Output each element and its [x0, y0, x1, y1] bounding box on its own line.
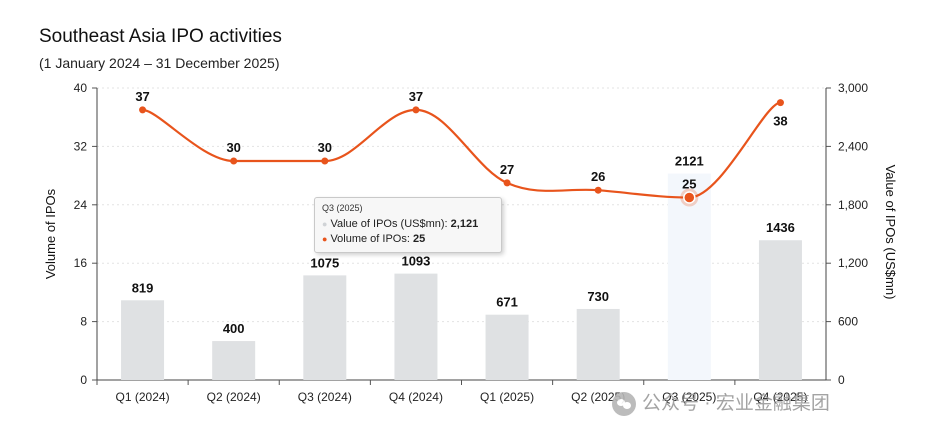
line-point [594, 186, 602, 194]
x-tick-label: Q3 (2024) [298, 390, 352, 404]
line-value-label: 27 [500, 162, 514, 177]
line-point [139, 106, 147, 114]
left-axis-title: Volume of IPOs [43, 188, 58, 279]
left-tick-label: 24 [74, 198, 88, 212]
bar [576, 308, 620, 380]
bar [303, 275, 347, 380]
bar-value-label: 671 [496, 295, 518, 310]
line-value-label: 37 [135, 89, 149, 104]
bar [394, 273, 438, 380]
left-tick-label: 32 [74, 139, 88, 153]
bar-value-label: 2121 [675, 154, 704, 169]
bar-value-label: 1436 [766, 220, 795, 235]
tooltip-volume: 25 [412, 233, 426, 245]
bar [758, 240, 802, 380]
line-point [230, 157, 238, 165]
x-tick-label: Q2 (2025) [571, 390, 625, 404]
line-point [776, 99, 784, 107]
left-tick-label: 8 [80, 315, 87, 329]
line-value-label: 30 [226, 140, 240, 155]
volume-series-dot-icon: ● [322, 234, 328, 244]
bar-value-label: 400 [223, 321, 245, 336]
bar [121, 300, 165, 380]
right-tick-label: 1,800 [838, 198, 868, 212]
tooltip-volume-row: ● Volume of IPOs: 25 [322, 233, 425, 245]
left-tick-label: 16 [74, 256, 88, 270]
line-point [503, 179, 511, 187]
bar-value-label: 1075 [310, 255, 339, 270]
chart-title: Southeast Asia IPO activities [39, 26, 282, 47]
watermark-text: 公众号 · 宏业金融集团 [642, 393, 830, 414]
tooltip-header: Q3 (2025) [322, 203, 363, 213]
left-tick-label: 0 [80, 373, 87, 387]
chart-tooltip: Q3 (2025) ● Value of IPOs (US$mn): 2,121 … [314, 197, 502, 253]
x-tick-label: Q1 (2025) [480, 390, 534, 404]
value-series-dot-icon: ● [322, 219, 328, 229]
line-point [412, 106, 420, 114]
bar [667, 173, 711, 380]
line-value-label: 37 [409, 89, 423, 104]
right-tick-label: 1,200 [838, 256, 868, 270]
x-tick-label: Q2 (2024) [207, 390, 261, 404]
watermark: 公众号 · 宏业金融集团 [612, 388, 830, 416]
bar [212, 341, 256, 380]
x-tick-label: Q4 (2025) [753, 390, 807, 404]
line-point [683, 191, 696, 204]
bar-value-label: 819 [132, 280, 154, 295]
x-tick-label: Q1 (2024) [116, 390, 170, 404]
right-tick-label: 3,000 [838, 81, 868, 95]
right-tick-label: 2,400 [838, 139, 868, 153]
line-value-label: 26 [591, 169, 605, 184]
bar-value-label: 1093 [401, 254, 430, 269]
tooltip-value: 2,121 [450, 218, 479, 230]
line-value-label: 38 [773, 114, 787, 129]
right-tick-label: 0 [838, 373, 845, 387]
line-value-label: 25 [682, 177, 696, 192]
left-tick-label: 40 [74, 81, 88, 95]
bar-value-label: 730 [587, 289, 609, 304]
right-tick-label: 600 [838, 315, 858, 329]
line-value-label: 30 [318, 140, 332, 155]
wechat-icon [612, 391, 636, 416]
tooltip-volume-label: Volume of IPOs: [330, 233, 413, 245]
x-tick-label: Q4 (2024) [389, 390, 443, 404]
line-point [321, 157, 329, 165]
bar [485, 314, 529, 380]
chart-subtitle: (1 January 2024 – 31 December 2025) [39, 55, 280, 71]
tooltip-value-label: Value of IPOs (US$mn): [330, 218, 451, 230]
tooltip-value-row: ● Value of IPOs (US$mn): 2,121 [322, 218, 478, 230]
x-tick-label: Q3 (2025) [662, 390, 716, 404]
right-axis-title: Value of IPOs (US$mn) [883, 165, 898, 300]
